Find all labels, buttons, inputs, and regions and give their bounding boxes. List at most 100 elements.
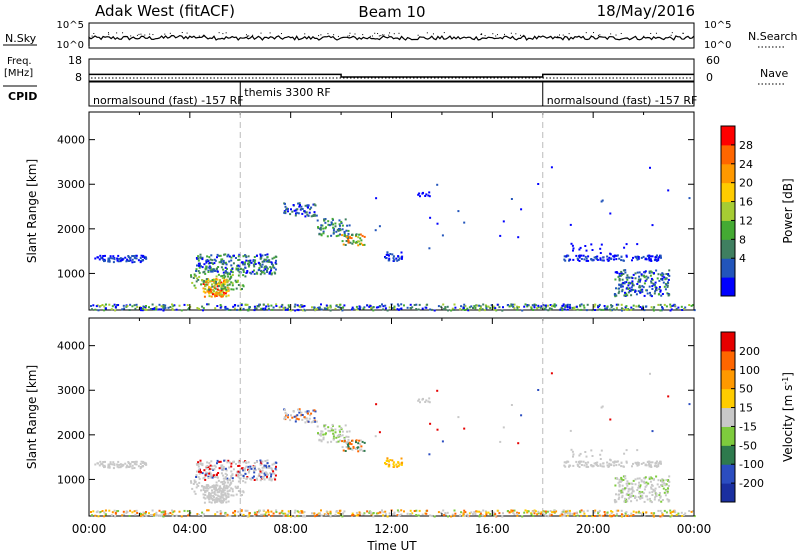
nsearch-dot bbox=[374, 32, 376, 34]
power-echo bbox=[269, 266, 272, 269]
velocity-frame bbox=[88, 317, 695, 517]
power-echo bbox=[262, 303, 265, 306]
velocity-echo bbox=[587, 465, 590, 468]
velocity-echo bbox=[247, 461, 250, 464]
velocity-echo bbox=[220, 496, 223, 498]
power-echo bbox=[228, 283, 231, 286]
velocity-echo bbox=[216, 511, 219, 513]
velocity-echo bbox=[257, 475, 260, 478]
velocity-echo bbox=[103, 464, 106, 467]
nsearch-dot bbox=[164, 33, 166, 35]
power-echo bbox=[229, 277, 232, 279]
velocity-echo bbox=[298, 411, 301, 414]
velocity-echo bbox=[208, 501, 211, 504]
power-echo bbox=[196, 307, 199, 309]
velocity-echo bbox=[206, 489, 209, 492]
velocity-echo bbox=[271, 514, 274, 517]
power-echo bbox=[618, 277, 621, 280]
power-echo bbox=[155, 308, 157, 311]
velocity-echo bbox=[222, 493, 225, 496]
velocity-echo bbox=[211, 491, 214, 494]
power-echo bbox=[231, 271, 234, 274]
nsearch-dot bbox=[304, 33, 306, 35]
velocity-echo bbox=[262, 513, 265, 516]
velocity-echo bbox=[337, 434, 340, 436]
velocity-echo bbox=[209, 486, 212, 489]
velocity-echo bbox=[339, 434, 342, 437]
velocity-echo bbox=[650, 501, 653, 504]
power-echo bbox=[234, 304, 237, 307]
colorbar-cell bbox=[721, 239, 735, 259]
velocity-echo bbox=[635, 511, 638, 514]
velocity-echo bbox=[444, 512, 447, 515]
power-echo bbox=[624, 271, 627, 274]
nsky-line bbox=[88, 34, 695, 46]
velocity-echo bbox=[605, 513, 608, 516]
power-echo bbox=[240, 304, 243, 307]
velocity-echo bbox=[284, 512, 287, 515]
power-echo bbox=[334, 307, 337, 310]
power-echo bbox=[300, 305, 303, 308]
power-echo bbox=[347, 232, 350, 235]
power-echo bbox=[94, 257, 97, 260]
power-echo bbox=[591, 309, 594, 312]
power-echo bbox=[616, 254, 619, 257]
velocity-echo bbox=[625, 461, 628, 464]
nsearch-dot bbox=[597, 34, 599, 36]
velocity-echo bbox=[339, 509, 342, 512]
velocity-echo bbox=[372, 515, 375, 518]
power-echo bbox=[220, 284, 223, 287]
power-echo bbox=[292, 204, 295, 206]
power-echo bbox=[602, 308, 605, 311]
power-echo bbox=[260, 270, 263, 273]
velocity-echo bbox=[171, 513, 174, 516]
power-echo bbox=[463, 221, 466, 224]
velocity-echo bbox=[108, 509, 111, 512]
power-echo bbox=[447, 309, 449, 312]
velocity-echo bbox=[205, 471, 208, 474]
nsearch-dot bbox=[186, 32, 188, 34]
velocity-echo bbox=[303, 416, 306, 419]
velocity-echo bbox=[260, 461, 262, 464]
velocity-echo bbox=[242, 477, 245, 479]
power-echo bbox=[660, 256, 662, 259]
velocity-echo bbox=[135, 460, 138, 463]
velocity-echo bbox=[590, 464, 593, 467]
velocity-echo bbox=[302, 515, 305, 518]
velocity-echo bbox=[546, 510, 549, 513]
velocity-echo bbox=[266, 462, 269, 465]
velocity-echo bbox=[266, 475, 268, 478]
velocity-echo bbox=[625, 460, 628, 463]
velocity-echo bbox=[429, 422, 432, 425]
power-echo bbox=[208, 292, 211, 295]
power-echo bbox=[636, 243, 639, 246]
velocity-echo bbox=[105, 509, 107, 512]
velocity-echo bbox=[220, 472, 223, 475]
velocity-echo bbox=[561, 510, 564, 513]
velocity-echo bbox=[203, 469, 206, 472]
y-tick-label: 1000 bbox=[57, 473, 85, 486]
power-echo bbox=[203, 280, 205, 283]
velocity-echo bbox=[648, 465, 651, 468]
velocity-echo bbox=[242, 469, 245, 472]
velocity-echo bbox=[478, 510, 481, 513]
power-echo bbox=[649, 291, 651, 294]
velocity-echo bbox=[222, 474, 225, 477]
power-echo bbox=[145, 305, 147, 307]
power-echo bbox=[566, 303, 569, 306]
power-echo bbox=[262, 269, 265, 272]
power-echo bbox=[225, 308, 228, 311]
velocity-echo bbox=[340, 426, 343, 429]
power-echo bbox=[639, 279, 642, 282]
power-echo bbox=[213, 280, 216, 283]
velocity-echo bbox=[121, 464, 124, 467]
velocity-echo bbox=[196, 483, 199, 486]
power-echo bbox=[659, 303, 662, 306]
power-echo bbox=[255, 307, 258, 310]
velocity-echo bbox=[192, 483, 195, 485]
power-echo bbox=[625, 243, 628, 246]
power-echo bbox=[125, 260, 128, 263]
power-echo bbox=[632, 284, 635, 287]
velocity-echo bbox=[637, 484, 640, 487]
velocity-echo bbox=[579, 452, 582, 455]
